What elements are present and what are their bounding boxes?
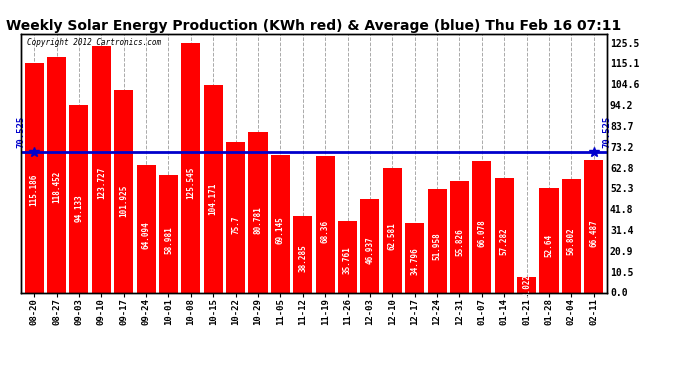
Text: 123.727: 123.727 [97, 167, 106, 199]
Bar [47, 57, 66, 292]
Text: 125.545: 125.545 [186, 167, 195, 199]
Bar [315, 156, 335, 292]
Text: 62.581: 62.581 [388, 223, 397, 251]
Text: 64.094: 64.094 [141, 221, 150, 249]
Bar [383, 168, 402, 292]
Text: 118.452: 118.452 [52, 170, 61, 202]
Text: 58.981: 58.981 [164, 226, 173, 254]
Text: 115.186: 115.186 [30, 173, 39, 206]
Bar [137, 165, 155, 292]
Bar [517, 276, 536, 292]
Text: 104.171: 104.171 [208, 183, 218, 215]
Bar [204, 85, 223, 292]
Title: Weekly Solar Energy Production (KWh red) & Average (blue) Thu Feb 16 07:11: Weekly Solar Energy Production (KWh red)… [6, 19, 622, 33]
Bar [584, 160, 603, 292]
Text: 66.078: 66.078 [477, 219, 486, 247]
Text: 68.36: 68.36 [321, 220, 330, 243]
Bar [495, 178, 514, 292]
Text: 52.64: 52.64 [544, 234, 553, 257]
Text: 38.285: 38.285 [298, 244, 307, 272]
Text: 35.761: 35.761 [343, 247, 352, 274]
Bar [338, 221, 357, 292]
Bar [248, 132, 268, 292]
Text: 70.525: 70.525 [602, 116, 612, 148]
Text: Copyright 2012 Cartronics.com: Copyright 2012 Cartronics.com [26, 38, 161, 46]
Bar [159, 175, 178, 292]
Text: 70.525: 70.525 [16, 116, 26, 148]
Bar [540, 188, 558, 292]
Bar [473, 161, 491, 292]
Text: 69.145: 69.145 [276, 217, 285, 244]
Bar [428, 189, 446, 292]
Bar [293, 216, 313, 292]
Bar [405, 223, 424, 292]
Bar [271, 155, 290, 292]
Text: 55.826: 55.826 [455, 229, 464, 256]
Bar [181, 43, 200, 292]
Bar [450, 182, 469, 292]
Text: 75.7: 75.7 [231, 216, 240, 234]
Text: 56.802: 56.802 [567, 228, 576, 255]
Bar [360, 199, 380, 292]
Text: 66.487: 66.487 [589, 219, 598, 247]
Text: 57.282: 57.282 [500, 227, 509, 255]
Bar [70, 105, 88, 292]
Text: 8.022: 8.022 [522, 274, 531, 297]
Text: 51.958: 51.958 [433, 232, 442, 260]
Bar [562, 180, 581, 292]
Bar [114, 90, 133, 292]
Bar [226, 142, 245, 292]
Bar [92, 46, 111, 292]
Text: 101.925: 101.925 [119, 185, 128, 218]
Text: 46.937: 46.937 [366, 237, 375, 264]
Bar [25, 63, 43, 292]
Text: 94.133: 94.133 [75, 194, 83, 222]
Text: 80.781: 80.781 [253, 206, 262, 234]
Text: 34.796: 34.796 [410, 248, 420, 275]
